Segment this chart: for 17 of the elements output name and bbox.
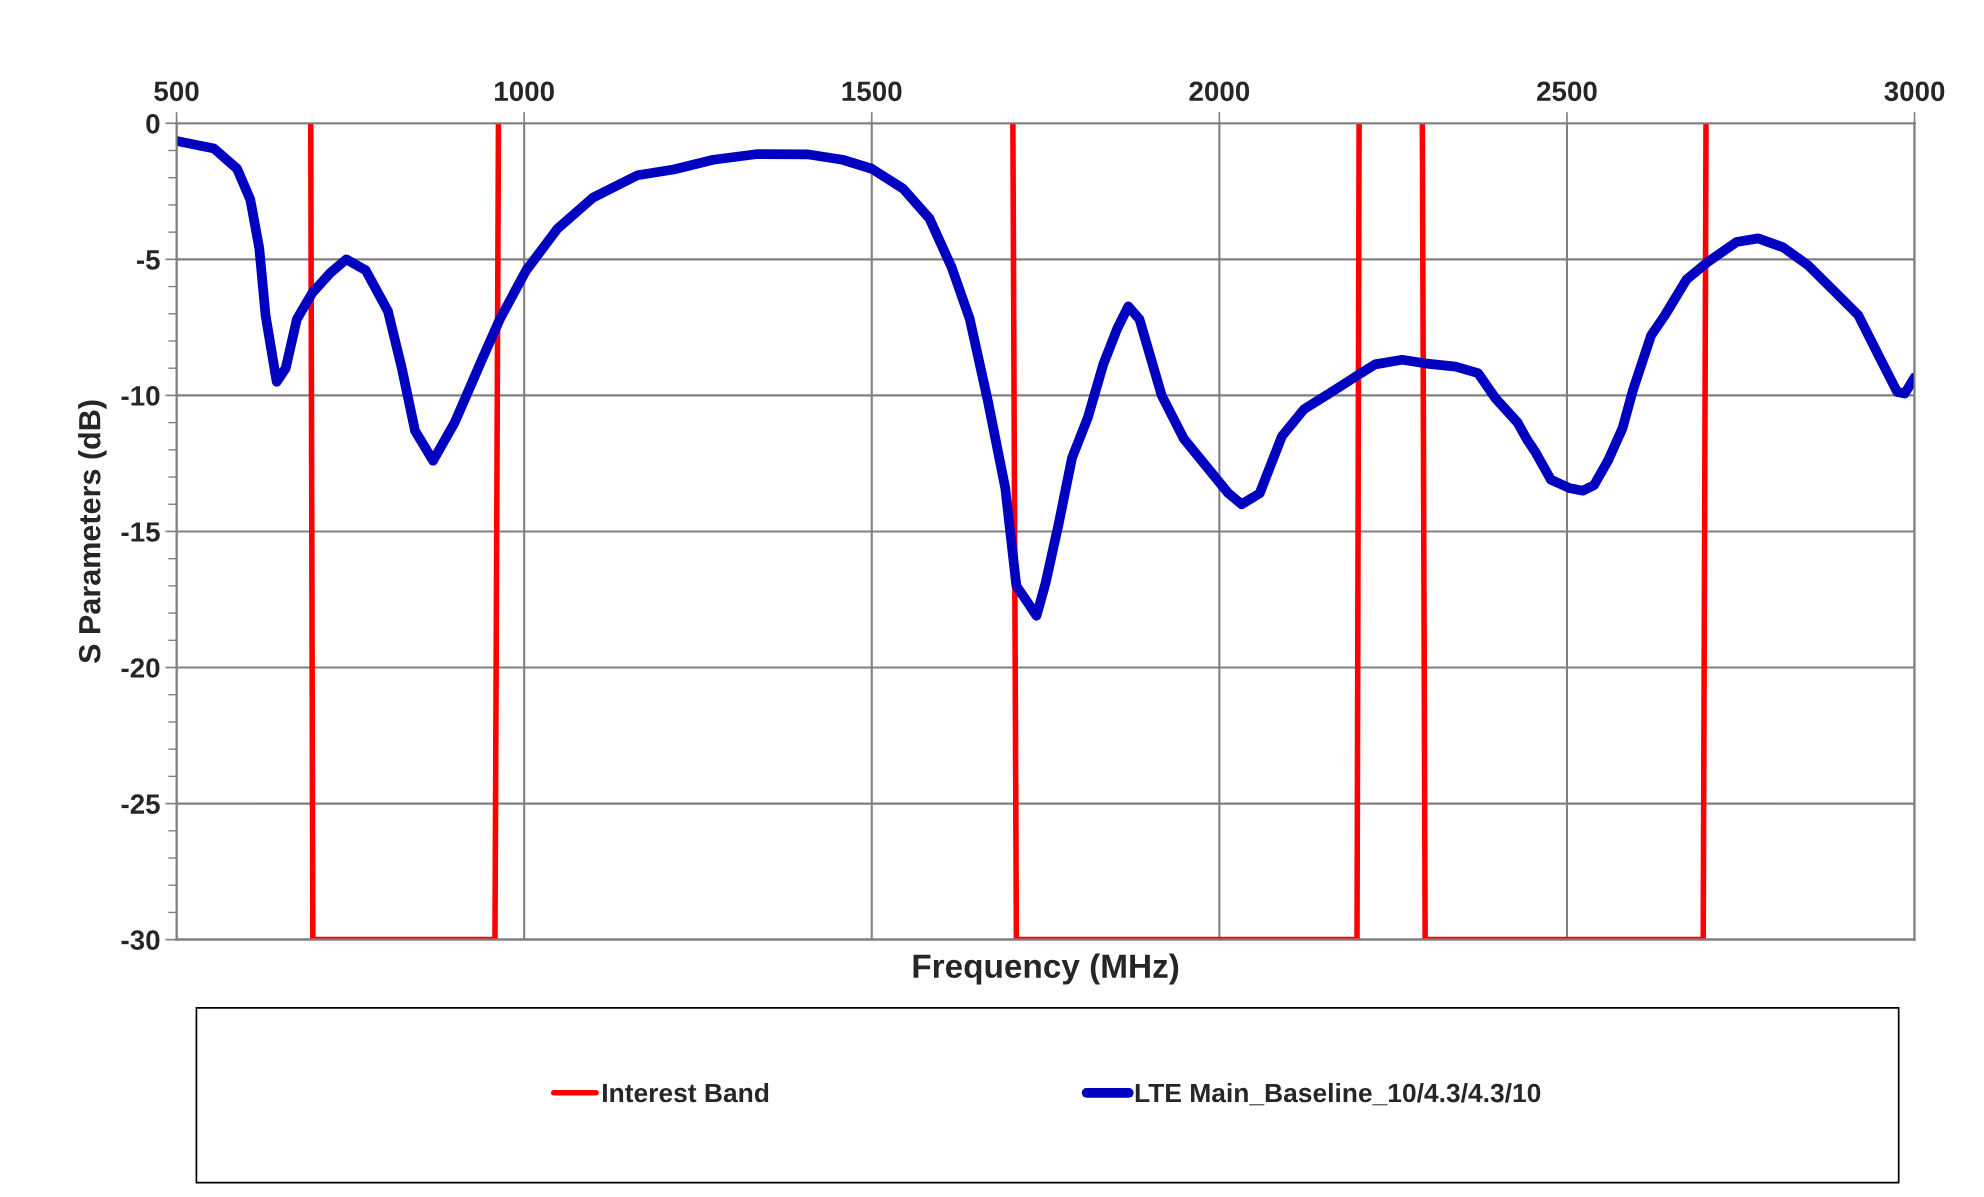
legend-label: LTE Main_Baseline_10/4.3/4.3/10 [1135,1082,1541,1106]
y-tick-label: -10 [121,386,160,406]
y-tick-label: -5 [136,250,160,270]
x-tick-label: 500 [154,81,199,102]
x-tick-label: 1000 [495,81,554,102]
y-tick-label: -25 [121,794,160,814]
x-axis-title: Frequency (MHz) [913,953,1179,985]
y-tick-label: -30 [121,930,160,951]
x-tick-label: 1500 [842,81,902,102]
x-tick-label: 2000 [1189,81,1250,102]
y-axis-title: S Parameters (dB) [78,400,107,664]
x-tick-label: 3000 [1884,81,1945,102]
legend-label: Interest Band [603,1082,769,1103]
y-tick-label: -20 [121,658,160,678]
y-tick-label: 0 [146,113,160,134]
y-tick-label: -15 [121,522,160,542]
x-tick-label: 2500 [1537,81,1597,102]
